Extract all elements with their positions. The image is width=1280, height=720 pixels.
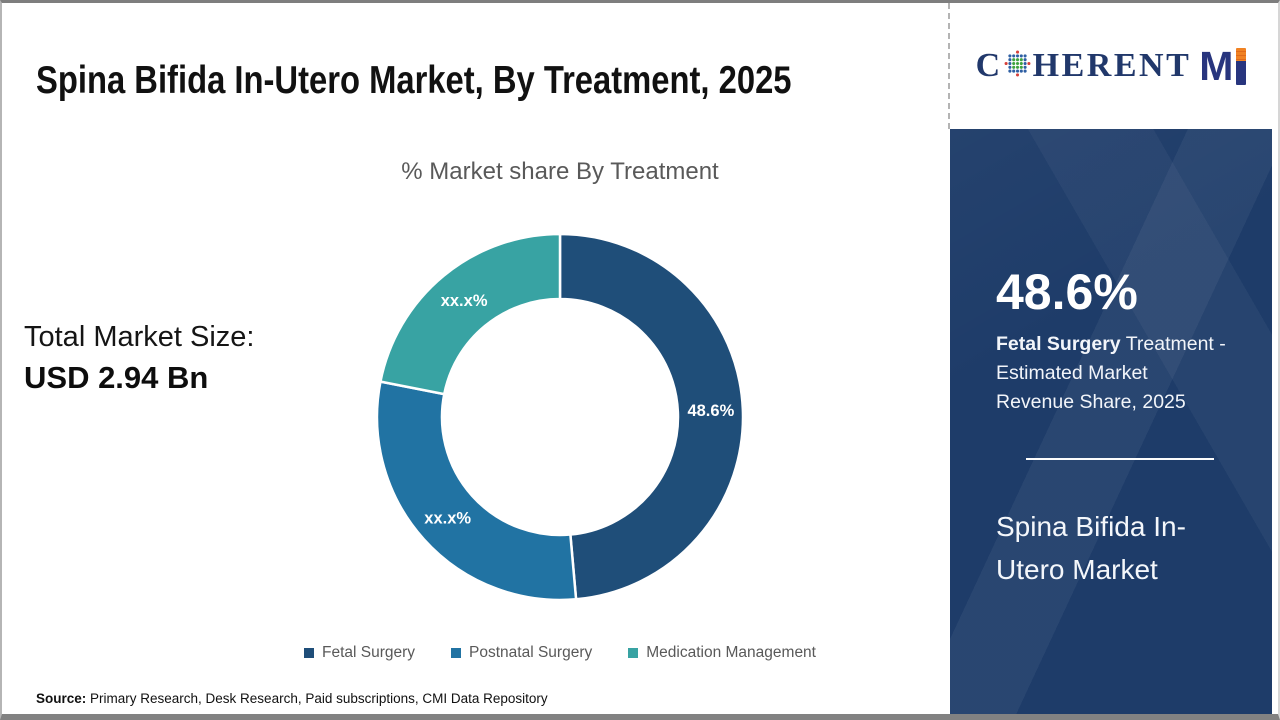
- total-market-size-block: Total Market Size: USD 2.94 Bn: [24, 321, 254, 396]
- logo-text-m: M: [1199, 42, 1234, 89]
- donut-segment-label: xx.x%: [441, 292, 488, 310]
- panel-desc-line2: Estimated Market: [996, 362, 1148, 384]
- page-title: Spina Bifida In-Utero Market, By Treatme…: [36, 59, 792, 103]
- source-text: Primary Research, Desk Research, Paid su…: [86, 691, 548, 706]
- donut-segment-label: 48.6%: [687, 402, 734, 420]
- total-market-size-value: USD 2.94 Bn: [24, 360, 209, 395]
- panel-desc-bold: Fetal Surgery: [996, 333, 1121, 355]
- logo-zone: C HERENT M: [950, 3, 1272, 129]
- panel-market-name: Spina Bifida In- Utero Market: [996, 505, 1246, 591]
- panel-market-name-line: Utero Market: [996, 554, 1158, 585]
- panel-desc-line3: Revenue Share, 2025: [996, 391, 1186, 413]
- donut-segment-3: [379, 232, 562, 396]
- logo-i-bar-icon: [1236, 47, 1247, 85]
- donut-segment-2: [375, 380, 578, 602]
- legend-item: Fetal Surgery: [303, 644, 416, 662]
- logo-text-c: C: [975, 47, 1003, 84]
- donut-chart: 48.6% xx.x% xx.x%: [375, 232, 745, 602]
- legend-label: Postnatal Surgery: [469, 644, 593, 661]
- legend-label: Fetal Surgery: [321, 644, 416, 661]
- source-line: Source: Primary Research, Desk Research,…: [36, 691, 548, 706]
- panel-share-value: 48.6%: [996, 264, 1138, 320]
- coherentmi-logo: C HERENT M: [975, 42, 1247, 89]
- legend-swatch-icon: [303, 648, 314, 658]
- legend-swatch-icon: [451, 648, 462, 658]
- dotted-globe-o-icon: [1004, 50, 1031, 82]
- logo-i-orange-cap: [1236, 47, 1247, 61]
- chart-legend: Fetal Surgery Postnatal Surgery Medication…: [240, 644, 880, 662]
- donut-segment-label: xx.x%: [424, 509, 471, 527]
- logo-i-navy-stem: [1236, 60, 1247, 85]
- total-market-size-label: Total Market Size:: [24, 321, 255, 353]
- legend-label: Medication Management: [646, 644, 816, 661]
- legend-item: Medication Management: [628, 644, 816, 662]
- panel-desc-line1-rest: Treatment -: [1120, 333, 1226, 355]
- legend-swatch-icon: [628, 648, 639, 658]
- source-label: Source:: [36, 691, 87, 706]
- header-dashed-separator: [948, 3, 950, 129]
- chart-title: % Market share By Treatment: [401, 158, 719, 185]
- panel-divider: [1026, 458, 1214, 460]
- legend-item: Postnatal Surgery: [451, 644, 592, 662]
- panel-share-description: Fetal Surgery Treatment - Estimated Mark…: [996, 330, 1236, 417]
- panel-market-name-line: Spina Bifida In-: [996, 511, 1186, 542]
- logo-text-herent: HERENT: [1032, 47, 1192, 84]
- right-panel: 48.6% Fetal Surgery Treatment - Estimate…: [950, 129, 1272, 714]
- donut-segment-1: [558, 232, 745, 601]
